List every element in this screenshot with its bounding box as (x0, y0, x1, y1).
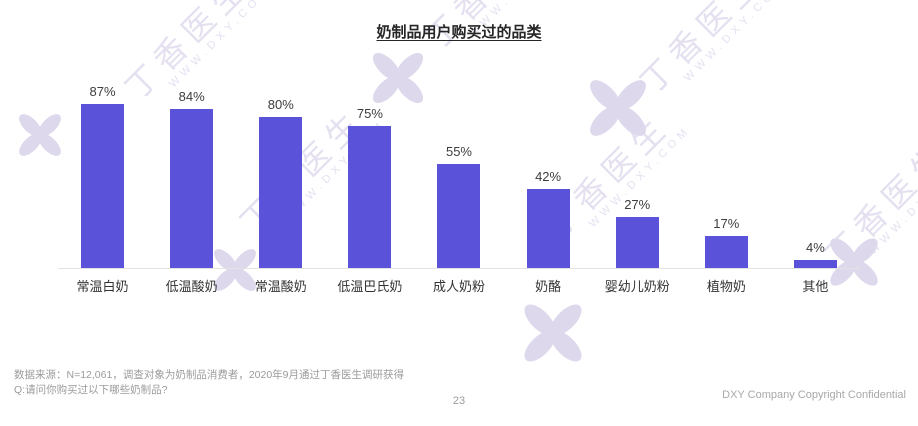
bar-value-label: 27% (624, 197, 651, 212)
bar-column: 80% (236, 58, 325, 268)
bar (348, 126, 392, 268)
footer-source-note: 数据来源：N=12,061，调查对象为奶制品消费者，2020年9月通过丁香医生调… (14, 368, 404, 398)
bar (437, 164, 481, 268)
category-label: 奶酪 (535, 279, 562, 294)
bar-column: 75% (325, 58, 414, 268)
bar-value-label: 55% (445, 144, 472, 159)
data-source-line: 数据来源：N=12,061，调查对象为奶制品消费者，2020年9月通过丁香医生调… (14, 369, 405, 381)
category-label: 常温白奶 (76, 279, 129, 294)
category-label: 婴幼儿奶粉 (604, 279, 670, 294)
bar-value-label: 84% (178, 89, 205, 104)
bar-value-label: 87% (89, 84, 116, 99)
bar-value-label: 42% (535, 169, 562, 184)
category-label: 其他 (802, 279, 829, 294)
bar-column: 17% (682, 58, 771, 268)
page-number: 23 (452, 395, 466, 407)
category-label: 常温酸奶 (254, 279, 307, 294)
category-label: 植物奶 (706, 279, 746, 294)
bar-chart: 87% 84% 80% 75% 55% 42% 27% 17% 4% 常温白奶 低温酸奶 常温酸奶 低… (58, 58, 860, 295)
bar-column: 4% (771, 58, 860, 268)
bar (526, 189, 570, 268)
category-label: 低温酸奶 (165, 279, 218, 294)
bar-column: 27% (593, 58, 682, 268)
bar (170, 109, 214, 268)
chart-title-text: 奶制品用户购买过的品类 (376, 24, 542, 41)
bar-value-label: 17% (713, 216, 740, 231)
bar-value-label: 80% (267, 97, 294, 112)
bar-column: 84% (147, 58, 236, 268)
survey-question-line: Q:请问你购买过以下哪些奶制品? (14, 384, 168, 396)
bar-column: 55% (414, 58, 503, 268)
bar-value-label: 4% (806, 240, 825, 255)
category-label: 成人奶粉 (432, 279, 485, 294)
category-label: 低温巴氏奶 (337, 279, 403, 294)
bar (259, 117, 303, 268)
plot-area: 87% 84% 80% 75% 55% 42% 27% 17% 4% (58, 58, 860, 269)
bar (615, 217, 659, 268)
bar-column: 87% (58, 58, 147, 268)
bar-column: 42% (504, 58, 593, 268)
bar (704, 236, 748, 268)
chart-title: 奶制品用户购买过的品类 (0, 21, 918, 42)
dxy-flower-icon (524, 304, 582, 362)
bar (793, 260, 837, 268)
bar (81, 104, 125, 268)
copyright-note: DXY Company Copyright Confidential (722, 389, 906, 401)
bar-value-label: 75% (356, 106, 383, 121)
category-axis: 常温白奶 低温酸奶 常温酸奶 低温巴氏奶 成人奶粉 奶酪 婴幼儿奶粉 植物奶 其他 (58, 276, 860, 295)
